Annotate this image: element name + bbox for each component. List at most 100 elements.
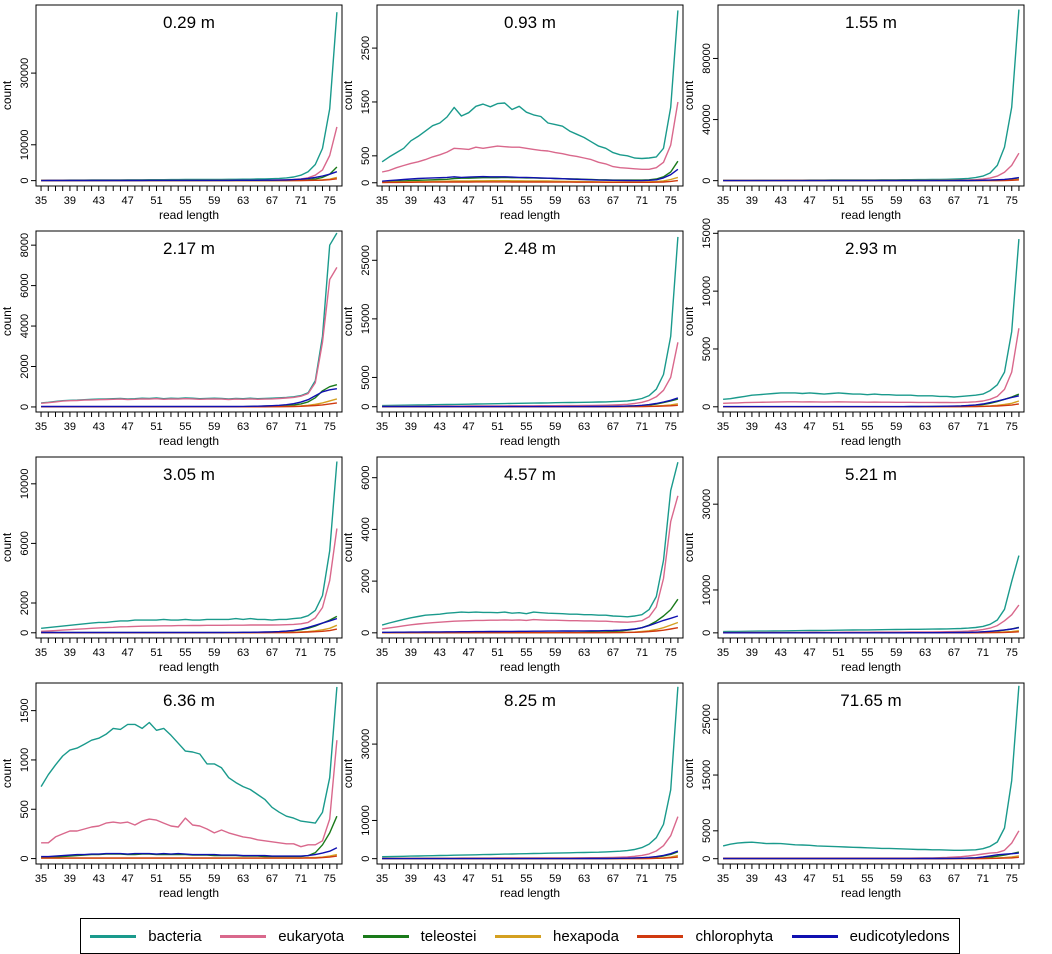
- x-axis-label: read length: [841, 886, 901, 900]
- series-line-eudicotyledons: [41, 617, 338, 634]
- panel-4: 2.48 m 35 39 43 47 51 55 59 63 67 71 75 read length 0…: [341, 230, 684, 448]
- y-tick-label: 15000: [701, 218, 713, 249]
- plot-frame: [717, 682, 1025, 865]
- x-tick-label: 67: [948, 195, 960, 207]
- x-tick-label: 59: [549, 195, 561, 207]
- y-tick-label: 5000: [360, 365, 372, 389]
- series-line-eukaryota: [41, 740, 338, 848]
- y-tick-label: 1500: [360, 90, 372, 114]
- x-tick-label: 75: [665, 873, 677, 885]
- series-line-bacteria: [41, 461, 338, 629]
- x-tick-label: 71: [295, 195, 307, 207]
- legend-item-bacteria: bacteria: [90, 928, 202, 945]
- series-line-eudicotyledons: [723, 395, 1020, 408]
- y-tick-label: 0: [19, 404, 31, 410]
- x-tick-label: 35: [35, 421, 47, 433]
- y-axis-label: count: [341, 80, 355, 110]
- x-tick-label: 67: [607, 195, 619, 207]
- x-tick-label: 55: [861, 873, 873, 885]
- x-tick-label: 51: [491, 873, 503, 885]
- panel-title: 71.65 m: [840, 691, 901, 710]
- x-axis-label: read length: [159, 886, 219, 900]
- x-tick-label: 43: [775, 647, 787, 659]
- panel-9: 6.36 m 35 39 43 47 51 55 59 63 67 71 75 read length 0…: [0, 682, 343, 900]
- y-tick-label: 8000: [19, 233, 31, 257]
- x-tick-label: 35: [35, 873, 47, 885]
- series-line-eudicotyledons: [41, 388, 338, 408]
- y-tick-label: 6000: [360, 465, 372, 489]
- legend-label: chlorophyta: [695, 927, 774, 945]
- x-axis-label: read length: [500, 886, 560, 900]
- y-tick-label: 0: [701, 404, 713, 410]
- x-tick-label: 55: [520, 195, 532, 207]
- y-tick-label: 500: [19, 800, 31, 818]
- y-axis-label: count: [0, 306, 14, 336]
- series-line-bacteria: [40, 686, 338, 824]
- x-tick-label: 51: [150, 421, 162, 433]
- series-line-bacteria: [41, 12, 338, 181]
- x-tick-label: 51: [491, 195, 503, 207]
- x-tick-label: 67: [266, 195, 278, 207]
- x-tick-label: 39: [64, 421, 76, 433]
- plot-frame: [376, 682, 684, 865]
- y-tick-label: 10000: [701, 575, 713, 606]
- x-tick-label: 59: [890, 195, 902, 207]
- x-tick-label: 43: [434, 873, 446, 885]
- y-tick-label: 2000: [360, 569, 372, 593]
- x-tick-label: 35: [35, 647, 47, 659]
- plot-frame: [35, 4, 343, 187]
- panel-1: 0.93 m 35 39 43 47 51 55 59 63 67 71 75 read length 0…: [341, 4, 684, 222]
- x-tick-label: 67: [266, 873, 278, 885]
- x-tick-label: 55: [520, 421, 532, 433]
- y-axis-label: count: [682, 80, 696, 110]
- y-tick-label: 15000: [701, 760, 713, 791]
- panel-title: 4.57 m: [504, 465, 556, 484]
- series-line-eudicotyledons: [382, 615, 679, 633]
- y-tick-label: 1500: [19, 698, 31, 722]
- panel-title: 0.93 m: [504, 13, 556, 32]
- x-tick-label: 63: [578, 873, 590, 885]
- x-tick-label: 75: [1006, 195, 1018, 207]
- x-axis-label: read length: [500, 434, 560, 448]
- panel-0: 0.29 m 35 39 43 47 51 55 59 63 67 71 75 read length 0…: [0, 4, 343, 222]
- legend-label: eudicotyledons: [849, 927, 950, 945]
- x-tick-label: 39: [405, 873, 417, 885]
- series-line-eukaryota: [723, 830, 1020, 859]
- x-tick-label: 59: [208, 647, 220, 659]
- legend-label: hexapoda: [553, 927, 619, 945]
- y-tick-label: 0: [701, 856, 713, 862]
- x-tick-label: 55: [179, 421, 191, 433]
- y-tick-label: 0: [360, 856, 372, 862]
- x-tick-label: 43: [93, 421, 105, 433]
- plot-frame: [35, 230, 343, 413]
- plot-frame: [717, 4, 1025, 187]
- legend-item-eukaryota: eukaryota: [220, 928, 344, 945]
- x-tick-label: 43: [434, 421, 446, 433]
- plot-frame: [376, 4, 684, 187]
- series-line-bacteria: [382, 236, 679, 407]
- x-axis-label: read length: [841, 208, 901, 222]
- y-tick-label: 25000: [701, 704, 713, 735]
- series-line-eukaryota: [723, 328, 1020, 404]
- series-line-eukaryota: [381, 495, 679, 630]
- x-tick-label: 47: [122, 873, 134, 885]
- x-tick-label: 35: [717, 195, 729, 207]
- y-tick-label: 0: [360, 630, 372, 636]
- x-tick-label: 67: [607, 873, 619, 885]
- x-tick-label: 43: [93, 873, 105, 885]
- y-tick-label: 0: [701, 630, 713, 636]
- y-tick-label: 2000: [19, 354, 31, 378]
- x-tick-label: 71: [295, 873, 307, 885]
- series-line-bacteria: [41, 232, 338, 404]
- series-line-bacteria: [381, 462, 679, 626]
- x-tick-label: 67: [948, 873, 960, 885]
- y-tick-label: 10000: [19, 129, 31, 160]
- x-tick-label: 55: [179, 873, 191, 885]
- x-tick-label: 59: [890, 421, 902, 433]
- legend-label: teleostei: [420, 927, 477, 945]
- x-tick-label: 43: [775, 873, 787, 885]
- series-line-eudicotyledons: [41, 171, 338, 182]
- legend-swatch: [90, 934, 137, 938]
- series-line-eudicotyledons: [723, 852, 1019, 860]
